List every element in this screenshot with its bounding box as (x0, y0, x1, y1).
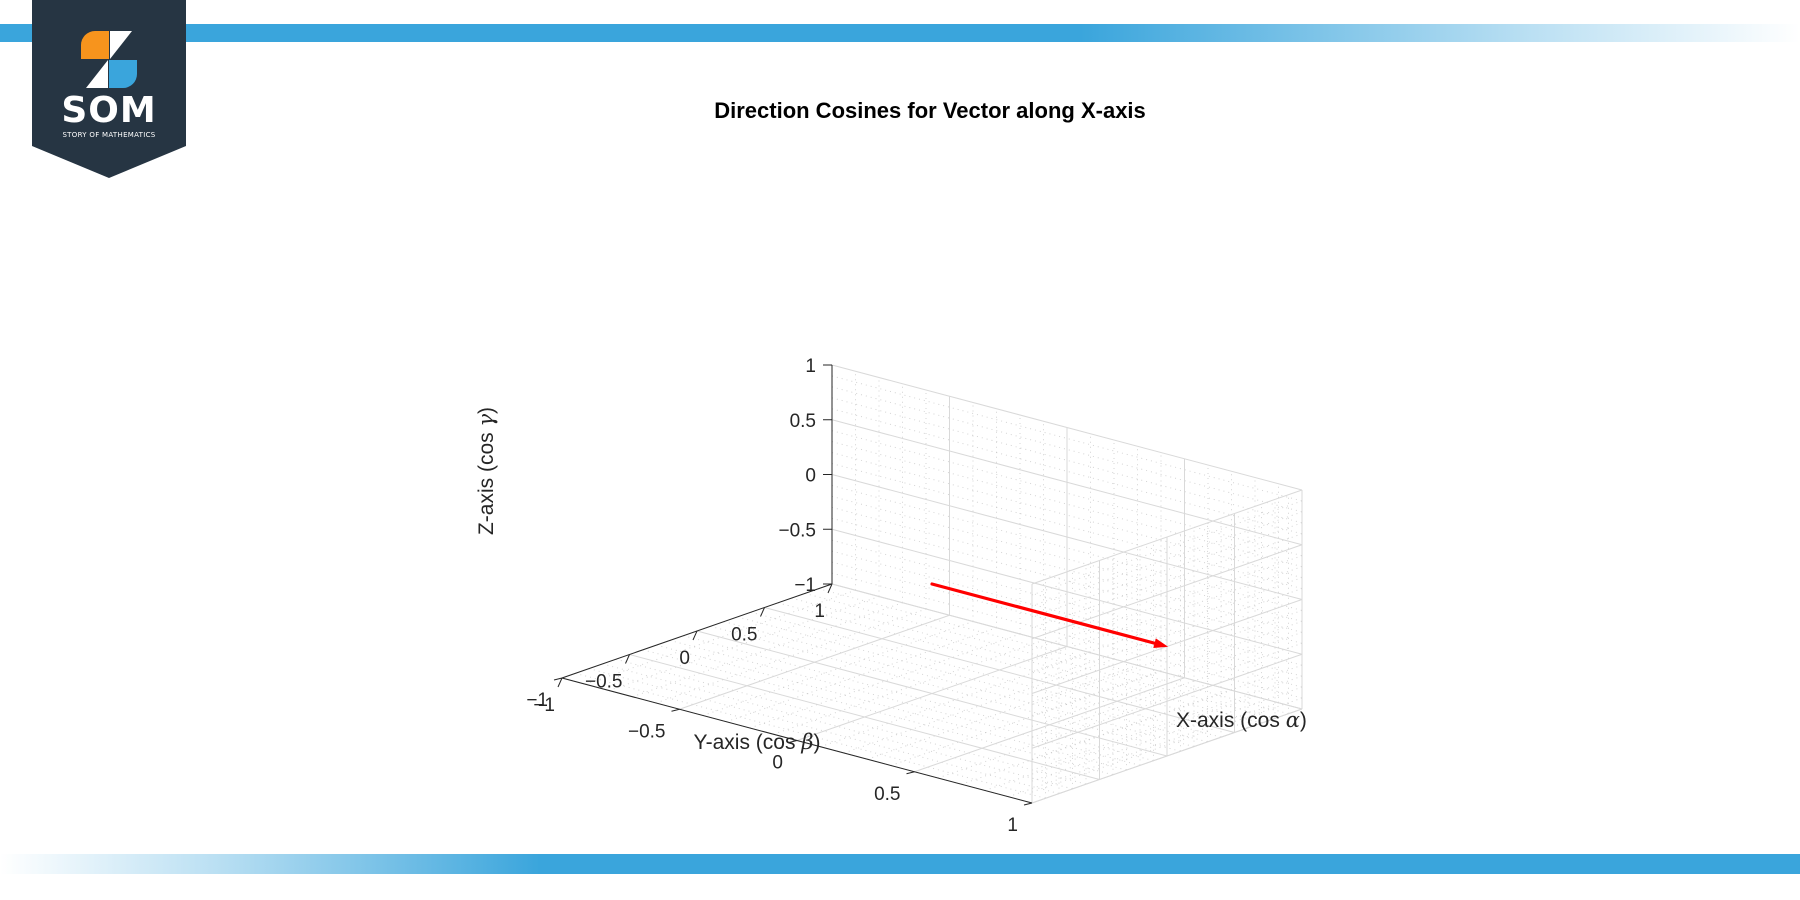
x-tick-label: 0 (772, 753, 783, 774)
y-tick-label: −0.5 (585, 672, 623, 693)
bottom-accent-band (0, 854, 1800, 874)
minor-floor-y-line (723, 621, 1195, 748)
z-tick-label: 1 (805, 356, 816, 377)
minor-floor-y-line (818, 588, 1289, 715)
y-tick-label: 1 (814, 601, 825, 622)
minor-wall-y-zline (831, 375, 1303, 502)
minor-wall-y-zline (831, 506, 1303, 633)
x-tick (788, 740, 798, 743)
y-tick-label: 0 (679, 648, 690, 669)
major-floor-y-line (764, 607, 1235, 733)
tick-marks (553, 364, 1033, 806)
minor-floor-y-line (588, 668, 1060, 795)
minor-floor-y-line (669, 639, 1141, 766)
minor-floor-y-line (575, 672, 1046, 799)
minor-wall-y-zline (831, 386, 1303, 513)
x-tick-label: 0.5 (874, 784, 900, 805)
major-floor-y-line (831, 583, 1303, 710)
som-logo (32, 0, 186, 178)
minor-wall-y-zline (831, 572, 1303, 699)
minor-wall-y-zline (831, 452, 1303, 579)
major-floor-x-line (1031, 708, 1303, 804)
x-tick-label: −0.5 (628, 721, 666, 742)
minor-floor-y-line (615, 658, 1087, 785)
x-tick (1023, 802, 1033, 806)
minor-wall-y-zline (831, 484, 1303, 611)
minor-wall-y-zline (831, 408, 1303, 535)
major-floor-y-line (696, 630, 1168, 757)
y-tick (692, 630, 698, 641)
y-tick (625, 654, 630, 664)
minor-floor-y-line (804, 592, 1276, 719)
minor-wall-y-zline (831, 539, 1303, 666)
x-tick-label: 1 (1007, 815, 1018, 836)
minor-wall-y-zline (831, 550, 1303, 677)
minor-floor-y-line (791, 597, 1262, 724)
minor-wall-y-zline (831, 561, 1303, 688)
x-tick (671, 708, 680, 712)
vector-arrowhead (1153, 638, 1169, 649)
minor-floor-y-line (737, 616, 1208, 743)
x-tick (553, 677, 563, 681)
major-wall-x-zline (1031, 489, 1303, 585)
z-tick-label: −0.5 (778, 520, 816, 541)
z-tick-label: −1 (794, 575, 816, 596)
logo-text: SOM (61, 90, 157, 131)
minor-floor-y-line (602, 663, 1073, 790)
y-axis-label: Y-axis (cos β) (694, 730, 821, 754)
minor-floor-y-line (642, 649, 1114, 776)
top-accent-band (0, 24, 1800, 42)
y-tick (760, 607, 765, 617)
y-tick (827, 583, 833, 594)
minor-wall-y-zline (831, 441, 1303, 568)
tick-labels: −1 −0.5 0 0.5 1 −1 −0.5 0 0.5 1 −1 −0.5 0 0.5 1 (526, 356, 1018, 836)
minor-floor-y-line (710, 625, 1181, 752)
minor-wall-y-zline (831, 463, 1303, 590)
x-axis-label: X-axis (cos α) (1176, 708, 1307, 732)
vectors (930, 582, 1169, 649)
minor-floor-y-line (656, 644, 1127, 771)
y-tick (557, 677, 563, 688)
x-tick-label: −1 (526, 690, 548, 711)
z-tick-label: 0 (805, 466, 816, 487)
y-tick-label: 0.5 (731, 625, 757, 646)
minor-floor-y-line (777, 602, 1249, 729)
x-tick (906, 771, 915, 775)
minor-wall-y-zline (831, 495, 1303, 622)
logo-subtext: STORY OF MATHEMATICS (62, 131, 156, 139)
minor-wall-y-zline (831, 397, 1303, 524)
minor-grid (575, 371, 1303, 799)
major-wall-y-zline (831, 364, 1303, 491)
chart-title: Direction Cosines for Vector along X-axi… (714, 98, 1146, 123)
major-wall-y-zline (831, 474, 1303, 600)
major-floor-x-line (914, 677, 1185, 773)
y-tick-label: −1 (533, 695, 555, 716)
minor-floor-y-line (683, 635, 1154, 762)
minor-wall-y-zline (831, 430, 1303, 557)
vector-shaft (930, 582, 1164, 647)
major-wall-y-zline (831, 419, 1303, 546)
z-axis-label: Z-axis (cos γ) (474, 407, 498, 535)
som-logo-mark-icon (81, 31, 137, 88)
minor-floor-y-line (750, 611, 1222, 738)
minor-wall-y-zline (831, 517, 1303, 644)
z-tick-label: 0.5 (790, 411, 816, 432)
